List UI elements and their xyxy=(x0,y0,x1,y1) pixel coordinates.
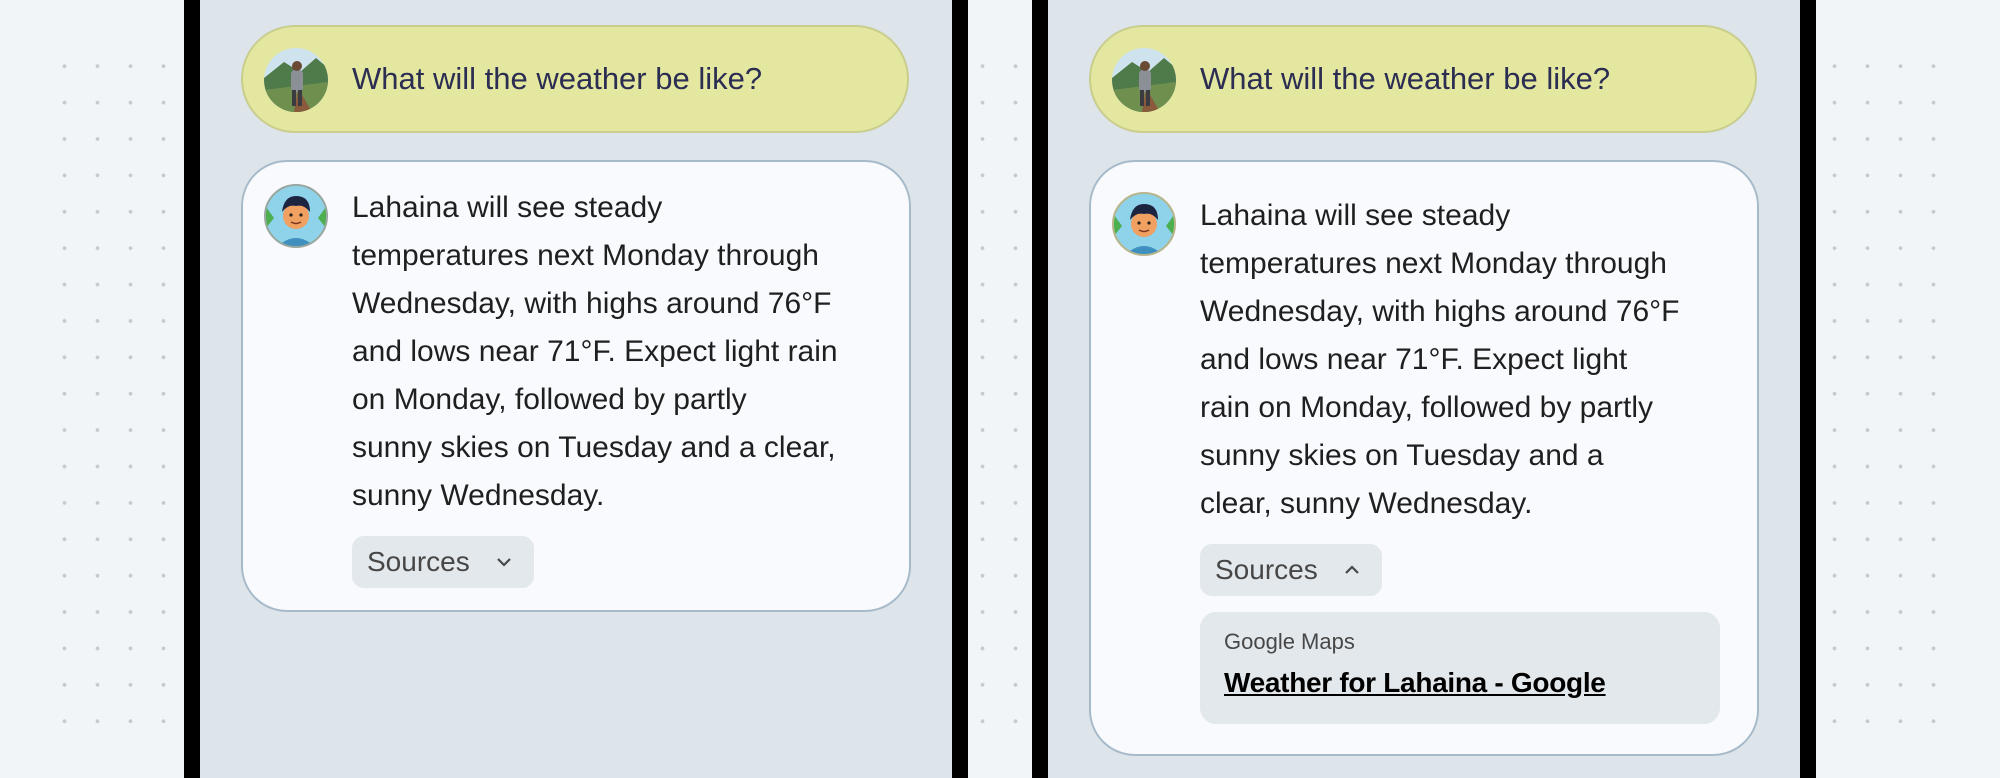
sources-toggle-button[interactable]: Sources xyxy=(352,536,534,588)
chat-panel-collapsed: What will the weather be like? Lahaina w… xyxy=(200,0,952,778)
user-message: What will the weather be like? xyxy=(1089,25,1757,133)
answer-line: sunny Wednesday. xyxy=(352,479,605,512)
dot-pattern xyxy=(966,48,1032,728)
chevron-down-icon xyxy=(497,558,511,567)
chat-panel-expanded: What will the weather be like? Lahaina w… xyxy=(1048,0,1800,778)
answer-line: rain on Monday, followed by partly xyxy=(1200,391,1654,424)
assistant-avatar xyxy=(264,184,328,248)
dot-pattern xyxy=(1818,48,1950,728)
sources-label: Sources xyxy=(367,546,470,577)
answer-line: clear, sunny Wednesday. xyxy=(1200,487,1533,520)
frame-edge xyxy=(952,0,968,778)
answer-line: on Monday, followed by partly xyxy=(352,383,747,416)
answer-line: temperatures next Monday through xyxy=(1200,247,1667,280)
user-message: What will the weather be like? xyxy=(241,25,909,133)
answer-line: Lahaina will see steady xyxy=(1200,199,1511,232)
answer-line: sunny skies on Tuesday and a clear, xyxy=(352,431,836,464)
assistant-message: Lahaina will see steady temperatures nex… xyxy=(1089,160,1759,756)
user-question: What will the weather be like? xyxy=(352,61,763,96)
answer-line: sunny skies on Tuesday and a xyxy=(1200,439,1604,472)
user-question: What will the weather be like? xyxy=(1200,61,1611,96)
source-link[interactable]: Weather for Lahaina - Google xyxy=(1224,667,1606,698)
assistant-answer: Lahaina will see steady temperatures nex… xyxy=(1200,192,1680,528)
user-avatar xyxy=(264,48,328,112)
assistant-message: Lahaina will see steady temperatures nex… xyxy=(241,160,911,612)
user-avatar xyxy=(1112,48,1176,112)
frame-edge xyxy=(1032,0,1048,778)
frame-edge xyxy=(184,0,200,778)
source-site: Google Maps xyxy=(1224,629,1355,654)
sources-toggle-button[interactable]: Sources xyxy=(1200,544,1382,596)
answer-line: Wednesday, with highs around 76°F xyxy=(1200,295,1680,328)
answer-line: and lows near 71°F. Expect light rain xyxy=(352,335,838,368)
answer-line: Wednesday, with highs around 76°F xyxy=(352,287,832,320)
assistant-avatar xyxy=(1112,192,1176,256)
chevron-up-icon xyxy=(1345,565,1359,574)
assistant-answer: Lahaina will see steady temperatures nex… xyxy=(352,184,838,520)
answer-line: and lows near 71°F. Expect light xyxy=(1200,343,1628,376)
sources-label: Sources xyxy=(1215,554,1318,585)
frame-edge xyxy=(1800,0,1816,778)
answer-line: Lahaina will see steady xyxy=(352,191,663,224)
dot-pattern xyxy=(48,48,180,728)
source-card: Google Maps Weather for Lahaina - Google xyxy=(1200,612,1720,724)
answer-line: temperatures next Monday through xyxy=(352,239,819,272)
